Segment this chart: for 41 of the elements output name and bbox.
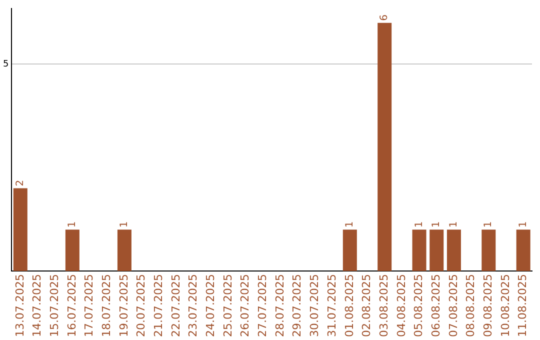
x-tick-label: 20.07.2025 (134, 274, 148, 338)
x-tick-label: 19.07.2025 (117, 274, 130, 338)
x-tick-label: 05.08.2025 (412, 274, 426, 338)
x-tick-label: 08.08.2025 (464, 274, 478, 338)
x-tick-label: 29.07.2025 (290, 274, 304, 338)
y-tick-label: 5 (2, 60, 9, 70)
x-tick-label: 17.07.2025 (82, 274, 96, 338)
x-tick-label: 15.07.2025 (48, 274, 61, 338)
x-tick-label: 06.08.2025 (429, 274, 442, 338)
data-label: 6 (379, 14, 390, 21)
data-label: 1 (483, 221, 494, 228)
x-tick-label: 09.08.2025 (482, 274, 495, 338)
x-tick-label: 07.08.2025 (446, 274, 460, 338)
x-tick-label: 26.07.2025 (238, 274, 252, 338)
x-tick-label: 14.07.2025 (30, 274, 44, 338)
data-label: 1 (344, 221, 356, 228)
x-tick-label: 22.07.2025 (169, 274, 182, 338)
x-tick-label: 03.08.2025 (377, 274, 390, 338)
x-tick-label: 16.07.2025 (65, 274, 78, 338)
data-label: 2 (14, 180, 26, 186)
x-tick-label: 11.08.2025 (516, 274, 530, 338)
x-tick-label: 30.07.2025 (308, 274, 322, 338)
data-label: 1 (67, 221, 78, 228)
x-tick-label: 18.07.2025 (100, 274, 113, 338)
x-tick-label: 01.08.2025 (342, 274, 356, 338)
x-tick-label: 24.07.2025 (204, 274, 218, 338)
x-tick-label: 27.07.2025 (256, 274, 270, 338)
x-tick-label: 10.08.2025 (498, 274, 512, 338)
x-tick-label: 13.07.2025 (13, 274, 26, 338)
x-tick-label: 23.07.2025 (186, 274, 200, 338)
data-label: 1 (448, 221, 460, 228)
x-tick-label: 25.07.2025 (221, 274, 234, 338)
data-label: 1 (119, 221, 130, 228)
x-tick-label: 02.08.2025 (360, 274, 374, 338)
x-tick-label: 28.07.2025 (273, 274, 286, 338)
x-tick-label: 31.07.2025 (325, 274, 338, 338)
data-label: 1 (431, 221, 442, 228)
data-label: 1 (518, 221, 529, 228)
data-label: 1 (414, 221, 425, 228)
x-tick-label: 04.08.2025 (394, 274, 408, 338)
x-tick-label: 21.07.2025 (152, 274, 165, 338)
